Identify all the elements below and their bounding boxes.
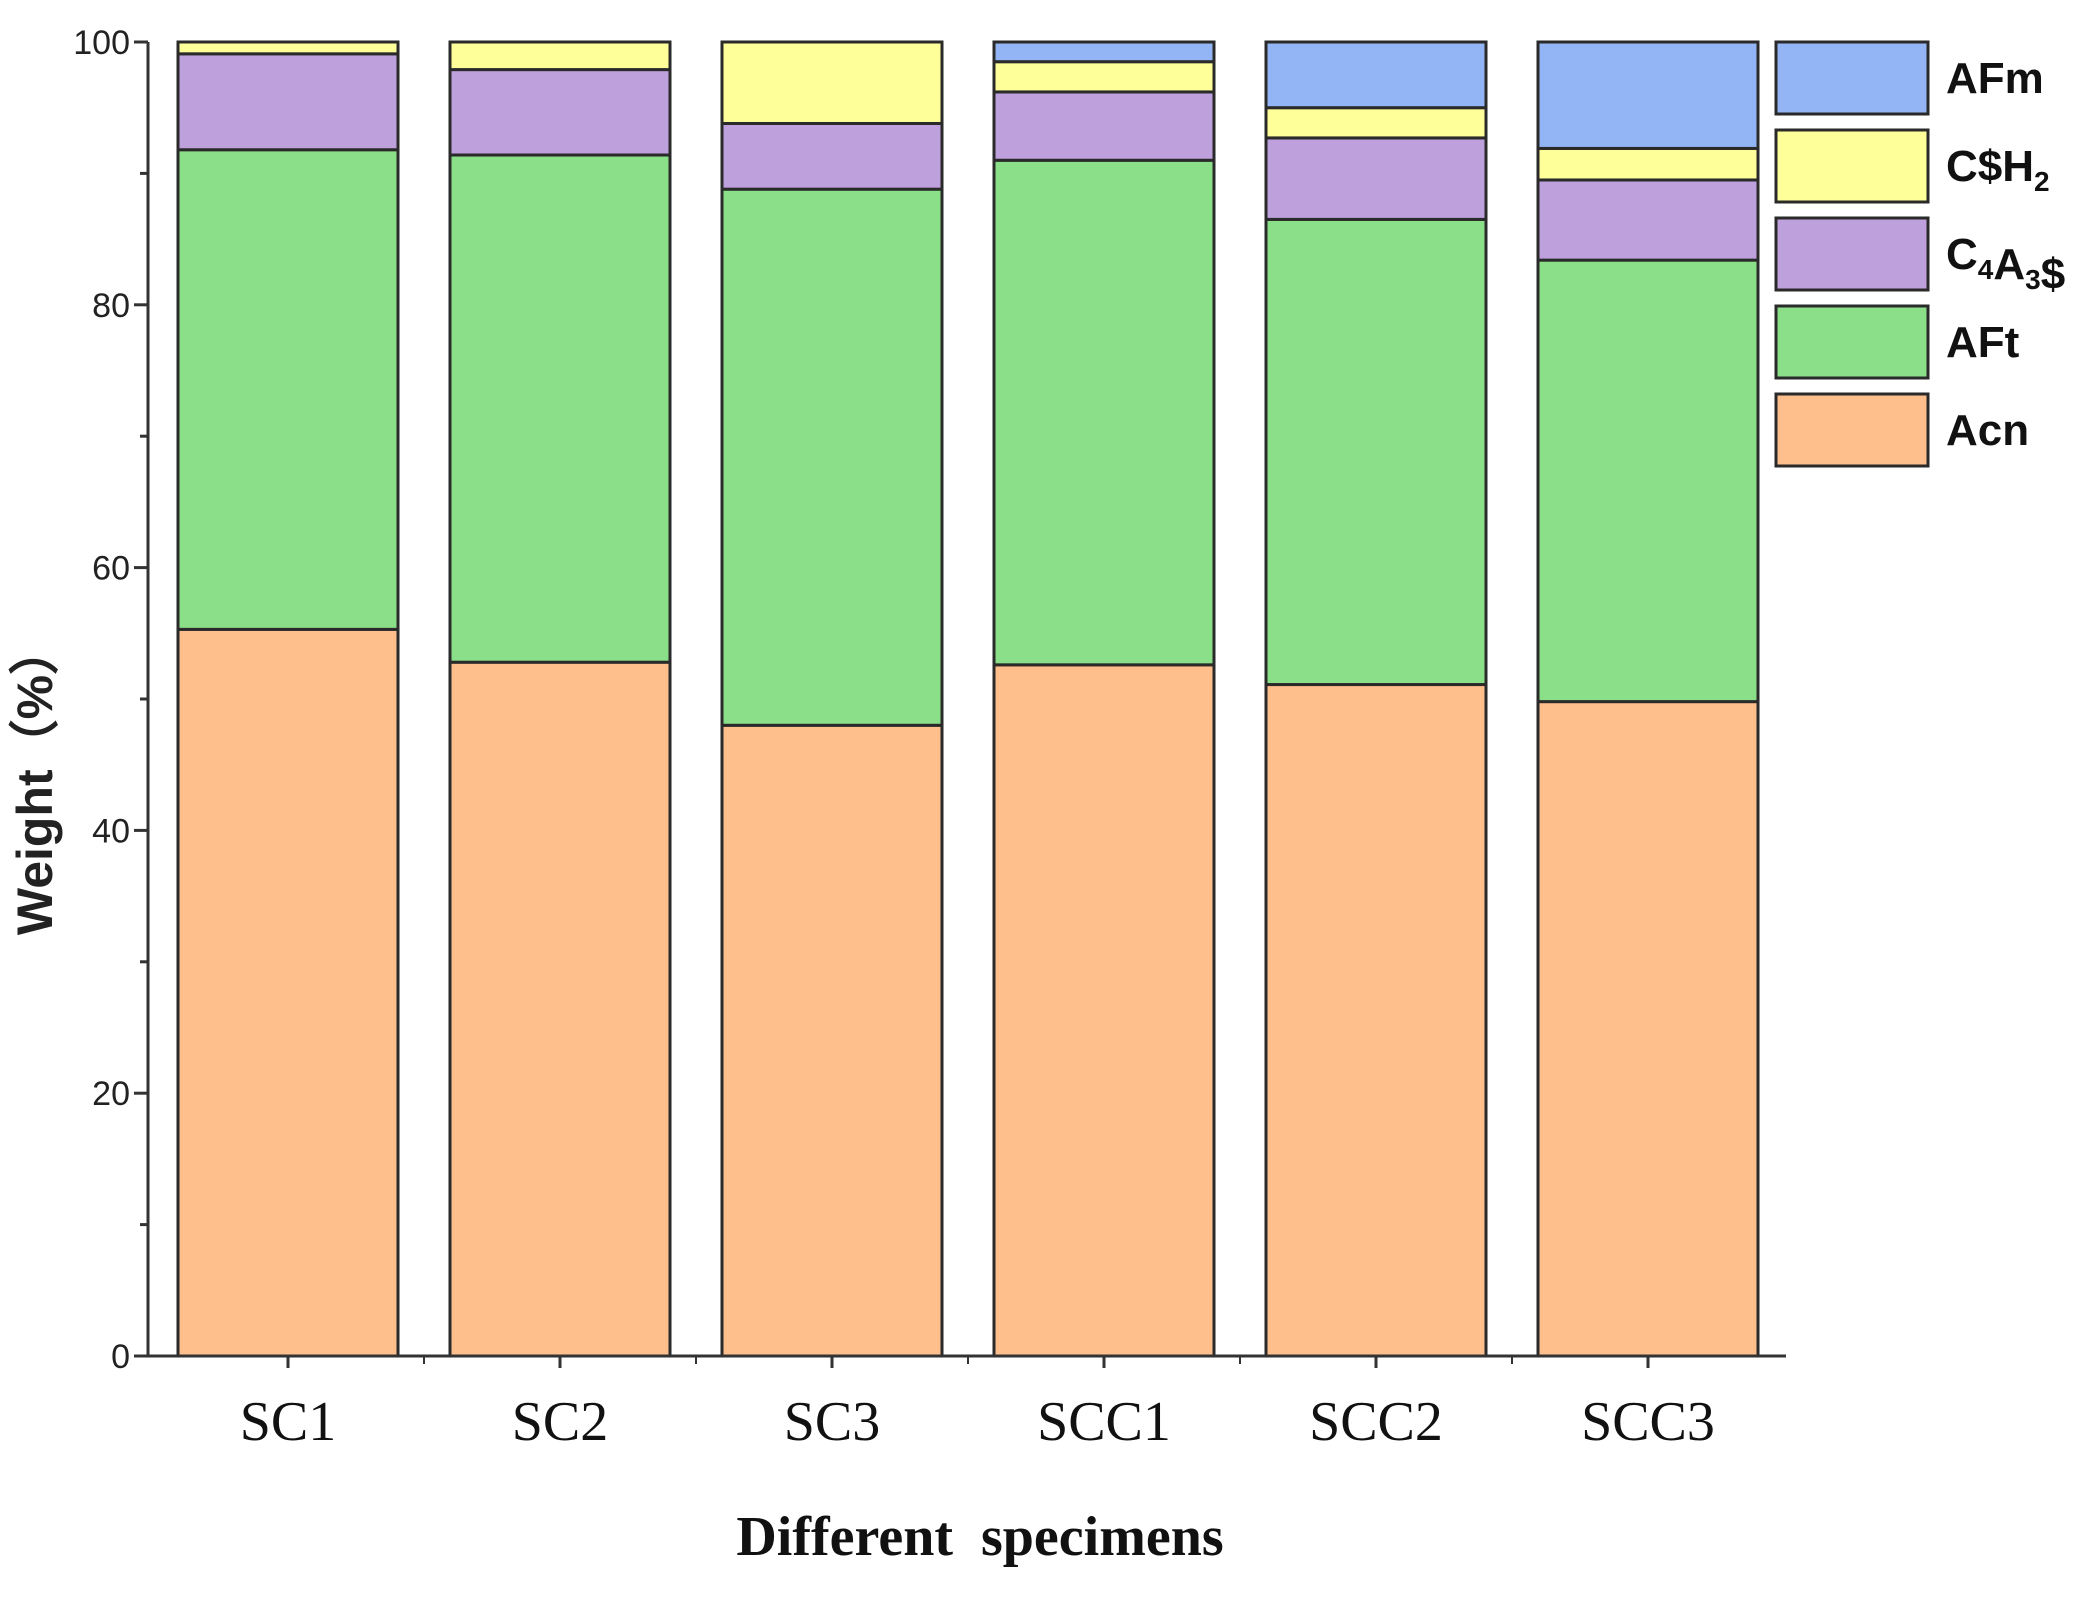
bar-stack-scc3 [1536,40,1760,1358]
plot-area [176,40,1760,1358]
legend-item-acn: Acn [1774,392,2029,468]
bar-segment-acn-scc1 [992,663,1216,1358]
axes: 0 20 40 60 80 100 SC1 SC2 SC3 SCC1 SCC2 SCC3 [73,24,1786,1453]
bar-segment-c4a3s-scc2 [1264,136,1488,221]
bar-segment-afm-scc3 [1536,40,1760,150]
bar-segment-acn-sc1 [176,627,400,1358]
bar-segment-acn-sc2 [448,660,672,1358]
bar-segment-acn-sc3 [720,723,944,1358]
legend-label: Acn [1946,406,2029,455]
bar-segment-csh2-scc1 [992,60,1216,94]
bar-stack-sc1 [176,40,400,1358]
legend-swatch [1774,40,1930,116]
legend-item-aft: AFt [1774,304,2020,380]
bar-segment-aft-scc3 [1536,258,1760,704]
x-tick-label: SCC3 [1581,1391,1715,1453]
bar-stack-sc2 [448,40,672,1358]
bar-segment-c4a3s-scc3 [1536,178,1760,262]
bar-segment-csh2-sc1 [176,40,400,56]
bar-segment-csh2-scc3 [1536,146,1760,182]
x-tick-label: SC3 [784,1391,881,1453]
bar-segment-afm-scc2 [1264,40,1488,110]
bar-segment-acn-scc3 [1536,700,1760,1358]
legend-label: AFt [1946,318,2020,367]
y-axis-title: Weight（%） [7,625,63,935]
y-tick-label: 80 [92,287,130,325]
legend: AFm C$H2 C4A3$ AFt Acn [1774,40,2065,468]
bar-segment-afm-scc1 [992,40,1216,64]
x-tick-label: SC1 [240,1391,337,1453]
bar-segment-csh2-scc2 [1264,106,1488,140]
legend-swatch [1774,216,1930,292]
bar-segment-csh2-sc2 [448,40,672,72]
bar-segment-c4a3s-sc2 [448,68,672,157]
bar-segment-c4a3s-scc1 [992,90,1216,162]
x-tick-label: SCC2 [1309,1391,1443,1453]
bar-segment-aft-sc3 [720,187,944,727]
legend-label: AFm [1946,54,2044,103]
bar-segment-csh2-sc3 [720,40,944,125]
legend-item-csh2: C$H2 [1774,128,2050,204]
legend-item-afm: AFm [1774,40,2044,116]
legend-item-c4a3s: C4A3$ [1774,216,2065,299]
bar-stack-sc3 [720,40,944,1358]
legend-swatch [1774,128,1930,204]
y-tick-label: 100 [73,24,130,62]
bar-stack-scc1 [992,40,1216,1358]
bar-segment-c4a3s-sc1 [176,52,400,152]
bar-stack-scc2 [1264,40,1488,1358]
bar-segment-c4a3s-sc3 [720,121,944,191]
y-tick-label: 20 [92,1075,130,1113]
y-tick-label: 40 [92,812,130,850]
bar-segment-aft-sc2 [448,153,672,664]
bar-segment-aft-scc2 [1264,217,1488,687]
x-tick-label: SC2 [512,1391,609,1453]
bar-segment-aft-sc1 [176,148,400,631]
y-tick-label: 60 [92,550,130,588]
legend-label: C$H2 [1946,142,2050,197]
bar-segment-acn-scc2 [1264,683,1488,1358]
legend-label: C4A3$ [1946,230,2065,299]
x-axis-title: Different specimens [736,1506,1223,1568]
legend-swatch [1774,392,1930,468]
legend-swatch [1774,304,1930,380]
bar-segment-aft-scc1 [992,158,1216,667]
x-tick-label: SCC1 [1037,1391,1171,1453]
y-tick-label: 0 [111,1338,130,1376]
